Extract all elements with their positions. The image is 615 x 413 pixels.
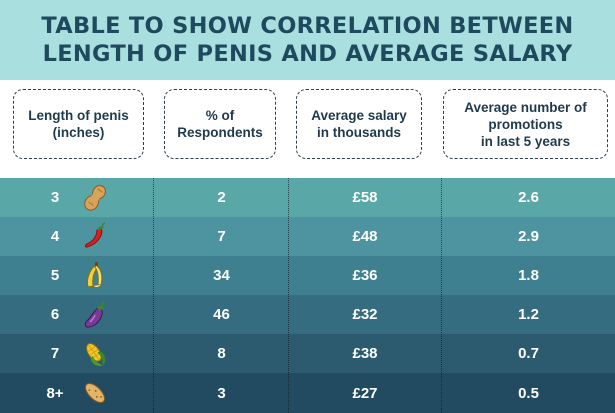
table-row: 5 34 £36 1.8 (0, 256, 615, 295)
length-cell: 6 (50, 306, 60, 323)
header-respondents: % of Respondents (164, 89, 276, 159)
eggplant-icon (78, 295, 112, 334)
chili-icon (78, 217, 112, 256)
respondents-cell: 34 (213, 267, 230, 284)
length-cell: 4 (50, 228, 60, 245)
salary-cell: £48 (352, 228, 378, 245)
salary-cell: £36 (352, 267, 378, 284)
header-salary: Average salary in thousands (296, 89, 422, 159)
salary-cell: £38 (352, 345, 378, 362)
respondents-cell: 3 (217, 384, 226, 402)
promotions-cell: 0.5 (518, 384, 539, 402)
salary-cell: £32 (352, 306, 378, 323)
length-cell: 5 (50, 267, 60, 284)
salary-cell: £58 (352, 189, 378, 206)
column-divider (441, 178, 442, 413)
potato-icon (78, 373, 112, 413)
length-cell: 3 (50, 189, 60, 206)
respondents-cell: 2 (217, 189, 226, 206)
header-length: Length of penis (inches) (13, 89, 144, 159)
respondents-cell: 7 (217, 228, 226, 245)
respondents-cell: 8 (217, 345, 226, 362)
table-row: 4 7 £48 2.9 (0, 217, 615, 256)
table-row: 8+ 3 £27 0.5 (0, 373, 615, 413)
promotions-cell: 0.7 (518, 345, 539, 362)
header-promotions: Average number of promotions in last 5 y… (443, 89, 608, 159)
table-row: 6 46 £32 1.2 (0, 295, 615, 334)
peanut-icon (78, 178, 112, 217)
table-row: 3 2 £58 2.6 (0, 178, 615, 217)
promotions-cell: 1.8 (518, 267, 539, 284)
length-cell: 7 (50, 345, 60, 362)
title-line-1: TABLE TO SHOW CORRELATION BETWEEN (41, 13, 574, 39)
banana-icon (78, 256, 112, 295)
respondents-cell: 46 (213, 306, 230, 323)
column-divider (288, 178, 289, 413)
title-line-2: LENGTH OF PENIS AND AVERAGE SALARY (42, 41, 573, 67)
length-cell: 8+ (46, 384, 64, 402)
column-divider (153, 178, 154, 413)
title-banner: TABLE TO SHOW CORRELATION BETWEEN LENGTH… (0, 0, 615, 80)
corn-icon (78, 334, 112, 373)
promotions-cell: 2.6 (518, 189, 539, 206)
table-row: 7 8 £38 0.7 (0, 334, 615, 373)
table-header: Length of penis (inches) % of Respondent… (0, 80, 615, 178)
promotions-cell: 1.2 (518, 306, 539, 323)
salary-cell: £27 (352, 384, 378, 402)
table-body: 3 2 £58 2.6 4 7 £48 (0, 178, 615, 413)
promotions-cell: 2.9 (518, 228, 539, 245)
